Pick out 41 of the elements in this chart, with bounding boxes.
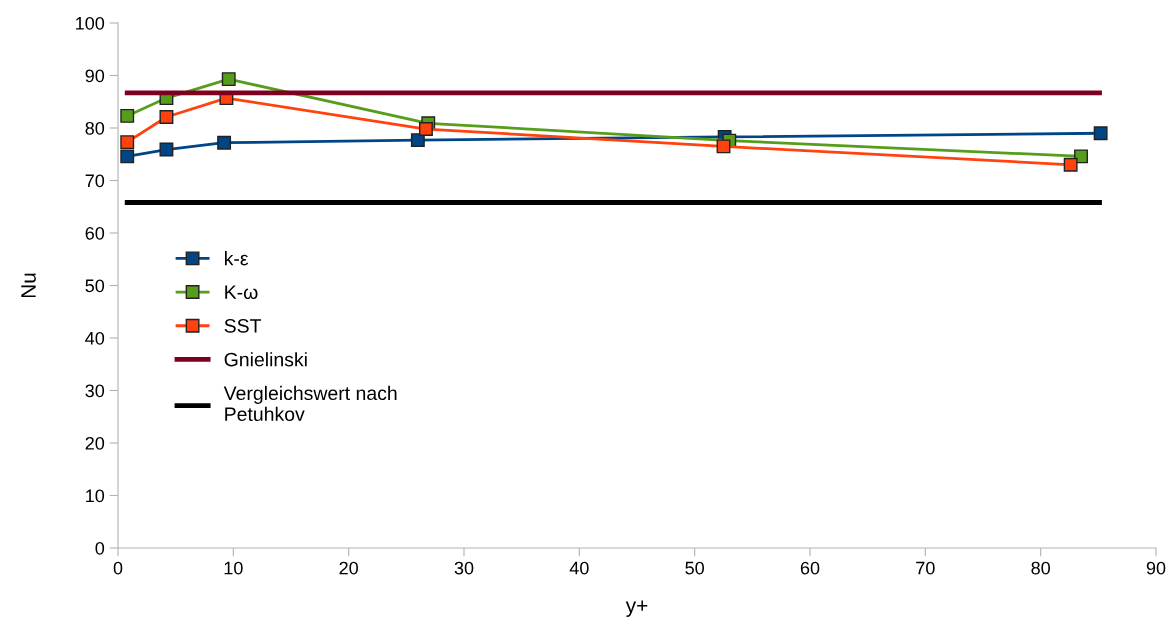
x-tick-label: 90 (1146, 561, 1166, 575)
y-tick-label: 90 (85, 69, 105, 83)
x-tick-label: 10 (224, 561, 243, 575)
x-axis-title: y+ (625, 600, 648, 617)
x-tick-label: 20 (339, 561, 358, 575)
x-tick-label: 50 (685, 561, 704, 575)
point (716, 139, 731, 154)
y-tick-label: 0 (95, 541, 105, 555)
y-tick-label: 80 (85, 121, 105, 135)
y-axis-title: Nu (21, 273, 36, 298)
point (120, 108, 135, 123)
legend-label: SST (224, 318, 262, 333)
x-tick-label: 30 (454, 561, 474, 575)
legend-label: k-ε (225, 251, 249, 266)
y-tick-label: 30 (85, 384, 105, 398)
y-tick-label: 70 (85, 174, 105, 188)
legend-label: Gnielinski (224, 352, 307, 367)
point (221, 72, 236, 87)
point (410, 133, 425, 148)
x-tick-label: 60 (800, 561, 820, 575)
point (1074, 149, 1088, 164)
x-tick-label: 70 (916, 561, 935, 575)
y-tick-label: 10 (86, 489, 105, 503)
point (1093, 126, 1108, 141)
legend-label: K-ω (225, 285, 258, 300)
point (1063, 157, 1078, 172)
point (159, 110, 174, 124)
point (120, 135, 135, 150)
x-tick-label: 0 (113, 561, 123, 575)
y-tick-label: 60 (85, 226, 105, 240)
legend-label: Vergleichswert nach Petuhkov (223, 385, 397, 422)
y-tick-label: 40 (85, 331, 105, 345)
x-tick-label: 80 (1031, 561, 1050, 575)
y-tick-label: 100 (76, 16, 105, 30)
point (217, 135, 232, 150)
y-tick-label: 20 (85, 436, 105, 450)
point (418, 122, 433, 136)
x-tick-label: 40 (569, 561, 589, 575)
point (159, 142, 174, 157)
y-tick-label: 50 (85, 279, 105, 293)
point (120, 149, 135, 164)
